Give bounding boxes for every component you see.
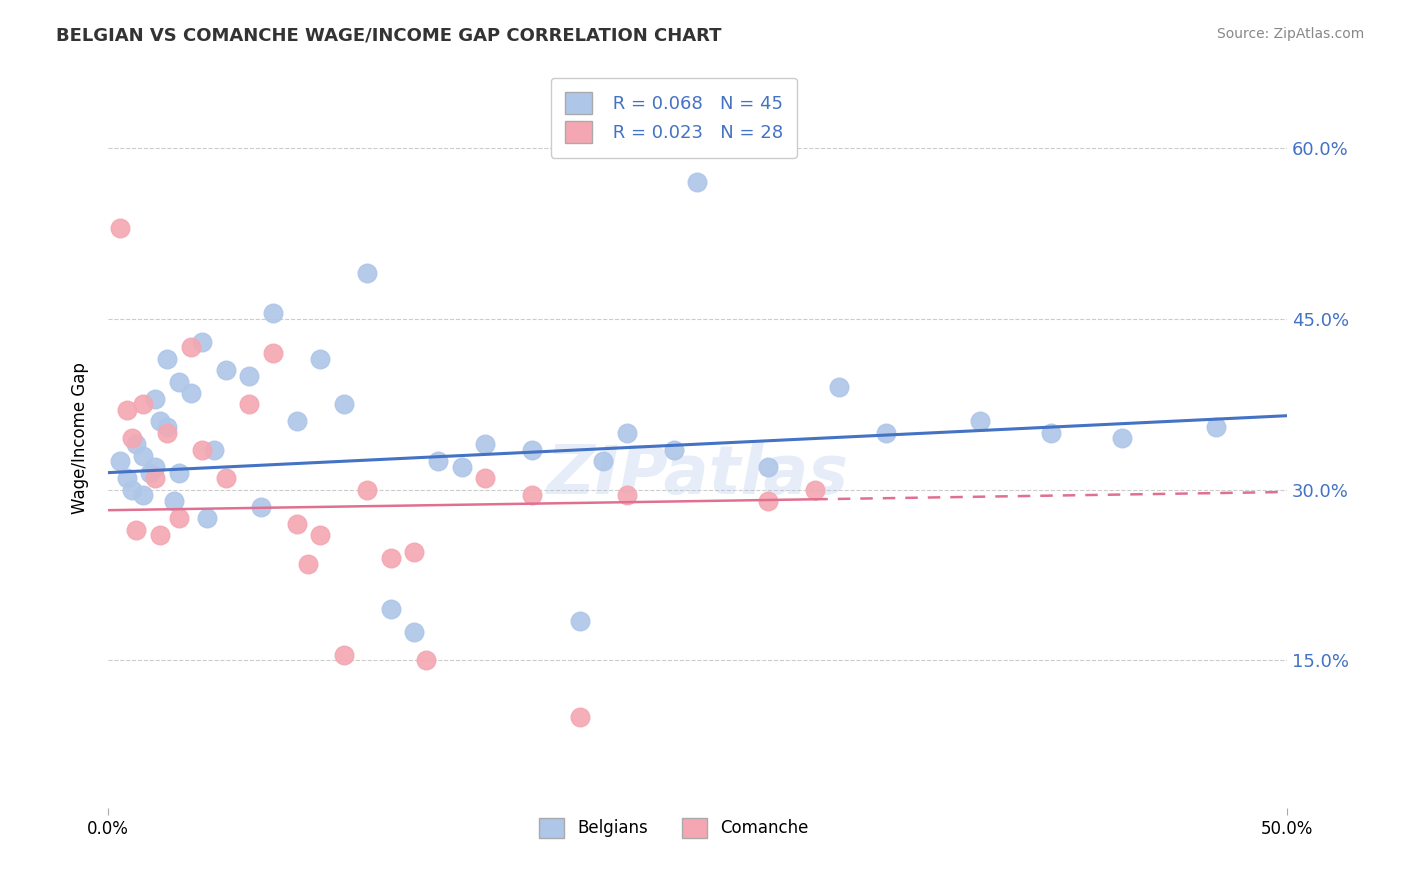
Point — [179, 340, 201, 354]
Point — [115, 403, 138, 417]
Point — [756, 494, 779, 508]
Point — [156, 420, 179, 434]
Point — [380, 602, 402, 616]
Point — [285, 414, 308, 428]
Point — [238, 368, 260, 383]
Point — [156, 351, 179, 366]
Point — [356, 267, 378, 281]
Point — [616, 488, 638, 502]
Point — [804, 483, 827, 497]
Point — [121, 483, 143, 497]
Point — [522, 442, 544, 457]
Point — [125, 437, 148, 451]
Text: Source: ZipAtlas.com: Source: ZipAtlas.com — [1216, 27, 1364, 41]
Point — [132, 488, 155, 502]
Point — [297, 557, 319, 571]
Point — [356, 483, 378, 497]
Point — [616, 425, 638, 440]
Point — [1205, 420, 1227, 434]
Point — [250, 500, 273, 514]
Text: ZIPatlas: ZIPatlas — [547, 442, 848, 508]
Point — [132, 449, 155, 463]
Point — [309, 351, 332, 366]
Point — [143, 392, 166, 406]
Point — [163, 494, 186, 508]
Y-axis label: Wage/Income Gap: Wage/Income Gap — [72, 362, 89, 515]
Point — [404, 625, 426, 640]
Point — [1111, 432, 1133, 446]
Point — [285, 516, 308, 531]
Point — [143, 459, 166, 474]
Point — [332, 397, 354, 411]
Point — [568, 614, 591, 628]
Point — [969, 414, 991, 428]
Point — [522, 488, 544, 502]
Point — [202, 442, 225, 457]
Point — [404, 545, 426, 559]
Point — [191, 334, 214, 349]
Point — [115, 471, 138, 485]
Point — [149, 414, 172, 428]
Point — [195, 511, 218, 525]
Point — [125, 523, 148, 537]
Point — [143, 471, 166, 485]
Point — [875, 425, 897, 440]
Point — [427, 454, 450, 468]
Point — [191, 442, 214, 457]
Point — [1040, 425, 1063, 440]
Point — [132, 397, 155, 411]
Point — [309, 528, 332, 542]
Point — [156, 425, 179, 440]
Point — [756, 459, 779, 474]
Point — [215, 471, 238, 485]
Point — [149, 528, 172, 542]
Point — [238, 397, 260, 411]
Point — [139, 466, 162, 480]
Point — [108, 454, 131, 468]
Point — [592, 454, 614, 468]
Point — [121, 432, 143, 446]
Point — [686, 175, 709, 189]
Point — [215, 363, 238, 377]
Point — [167, 511, 190, 525]
Point — [474, 437, 496, 451]
Point — [415, 653, 437, 667]
Point — [474, 471, 496, 485]
Legend: Belgians, Comanche: Belgians, Comanche — [533, 811, 815, 845]
Point — [179, 386, 201, 401]
Point — [380, 551, 402, 566]
Point — [828, 380, 851, 394]
Point — [262, 346, 284, 360]
Point — [108, 220, 131, 235]
Point — [568, 710, 591, 724]
Point — [450, 459, 472, 474]
Text: BELGIAN VS COMANCHE WAGE/INCOME GAP CORRELATION CHART: BELGIAN VS COMANCHE WAGE/INCOME GAP CORR… — [56, 27, 721, 45]
Point — [262, 306, 284, 320]
Point — [167, 375, 190, 389]
Point — [332, 648, 354, 662]
Point — [167, 466, 190, 480]
Point — [662, 442, 685, 457]
